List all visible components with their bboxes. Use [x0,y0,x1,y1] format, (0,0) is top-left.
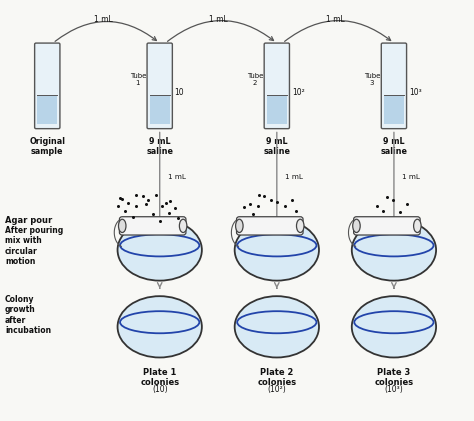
FancyBboxPatch shape [35,43,60,129]
Text: 1 mL: 1 mL [209,15,228,24]
Ellipse shape [414,219,421,232]
Text: 1 mL: 1 mL [94,15,113,24]
Text: Agar pour: Agar pour [5,216,52,225]
FancyBboxPatch shape [147,43,173,129]
Text: Tube
1: Tube 1 [130,73,146,86]
Ellipse shape [235,296,319,357]
FancyBboxPatch shape [237,217,303,235]
Text: 1 mL: 1 mL [285,174,303,180]
Text: 1 mL: 1 mL [326,15,345,24]
Bar [37,95,57,124]
Ellipse shape [235,219,319,281]
Ellipse shape [352,219,436,281]
Ellipse shape [297,219,304,232]
Text: Plate 1
colonies: Plate 1 colonies [140,368,179,387]
Text: (10³): (10³) [384,385,403,394]
Text: Tube
3: Tube 3 [364,73,380,86]
Text: 9 mL
saline: 9 mL saline [146,136,173,156]
Ellipse shape [118,296,202,357]
Ellipse shape [118,219,126,232]
Text: 9 mL
saline: 9 mL saline [381,136,408,156]
FancyBboxPatch shape [119,217,186,235]
Text: After pouring
mix with
circular
motion: After pouring mix with circular motion [5,226,64,266]
Text: 9 mL
saline: 9 mL saline [264,136,290,156]
Ellipse shape [179,219,187,232]
Bar [150,95,170,124]
FancyBboxPatch shape [381,43,407,129]
Text: 10³: 10³ [409,88,422,97]
Ellipse shape [352,296,436,357]
Bar [267,95,287,124]
Text: 10²: 10² [292,88,305,97]
Text: Tube
2: Tube 2 [247,73,263,86]
Text: 1 mL: 1 mL [402,174,420,180]
Ellipse shape [236,219,243,232]
FancyBboxPatch shape [354,217,420,235]
FancyBboxPatch shape [264,43,290,129]
Text: Original
sample: Original sample [29,136,65,156]
Text: 10: 10 [175,88,184,97]
Ellipse shape [353,219,360,232]
Text: (10²): (10²) [267,385,286,394]
Text: 1 mL: 1 mL [168,174,186,180]
Text: Colony
growth
after
incubation: Colony growth after incubation [5,295,51,335]
Text: (10): (10) [152,385,167,394]
Text: Plate 3
colonies: Plate 3 colonies [374,368,413,387]
Ellipse shape [118,219,202,281]
Text: Plate 2
colonies: Plate 2 colonies [257,368,296,387]
Bar [384,95,404,124]
